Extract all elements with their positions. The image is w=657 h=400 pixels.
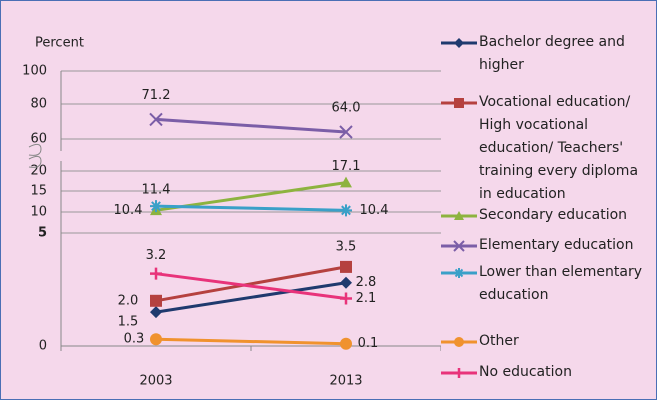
series-line [155,272,347,301]
marker [454,368,464,378]
marker [149,112,163,127]
legend-item: Bachelor degree and higher [439,31,654,77]
marker [150,306,162,319]
legend-item: No education [439,361,654,384]
data-label: 17.1 [332,159,361,174]
legend-icon [441,337,477,347]
legend-label: Secondary education [479,207,628,223]
series-line [155,204,347,212]
y-tick-label: 60 [30,132,47,147]
series-line [155,265,347,303]
marker [150,333,162,346]
marker [453,240,465,252]
marker [150,267,162,280]
y-tick-label: 10 [30,205,47,220]
marker [340,337,352,350]
x-tick-label: 2003 [139,374,172,389]
data-label: 71.2 [142,88,171,103]
marker [340,292,352,305]
y-tick-label: 5 [38,226,47,241]
data-label: 0.3 [124,332,145,347]
legend-icon [441,38,477,48]
data-label: 3.5 [336,239,357,254]
axis-break-gap [59,151,63,161]
data-label: 64.0 [332,101,361,116]
series-line [155,337,347,346]
legend-icon [441,240,477,252]
marker [150,294,162,307]
data-label: 10.4 [114,203,143,218]
axis-break [28,143,42,168]
y-tick-label: 80 [30,97,47,112]
marker [454,211,464,220]
legend-label: Bachelor degree and higher [479,34,625,73]
x-tick-label: 2013 [329,374,362,389]
marker [340,260,352,273]
legend-item: Vocational education/ High vocational ed… [439,91,654,206]
data-label: 3.2 [146,248,167,263]
marker [454,268,464,278]
marker [454,98,464,108]
data-label: 1.5 [118,315,139,330]
data-label: 2.8 [356,275,377,290]
legend-icon [441,211,477,220]
y-axis-label: Percent [35,36,84,51]
data-label: 10.4 [360,203,389,218]
marker [340,204,352,217]
legend-item: Other [439,330,654,353]
data-label: 2.0 [118,293,139,308]
legend-item: Secondary education [439,204,654,227]
legend-label: Elementary education [479,237,634,253]
y-tick-label: 0 [39,339,47,354]
series-line [155,281,347,314]
marker [454,38,464,48]
marker [339,125,353,139]
marker [340,176,352,188]
y-tick-label: 100 [22,64,47,79]
legend-label: No education [479,364,572,380]
legend-icon [441,268,477,278]
data-label: 11.4 [142,183,171,198]
legend-icon [441,368,477,378]
series-line [155,117,347,134]
data-label: 0.1 [358,336,379,351]
legend-label: Other [479,333,519,349]
marker [340,276,352,289]
y-tick-label: 15 [30,184,47,199]
legend-label: Lower than elementary education [479,264,643,303]
legend-item: Lower than elementary education [439,261,654,307]
marker [454,337,464,347]
legend-label: Vocational education/ High vocational ed… [479,94,639,202]
marker [150,200,162,213]
legend-item: Elementary education [439,234,654,257]
legend-icon [441,98,477,108]
data-label: 2.1 [356,291,377,306]
